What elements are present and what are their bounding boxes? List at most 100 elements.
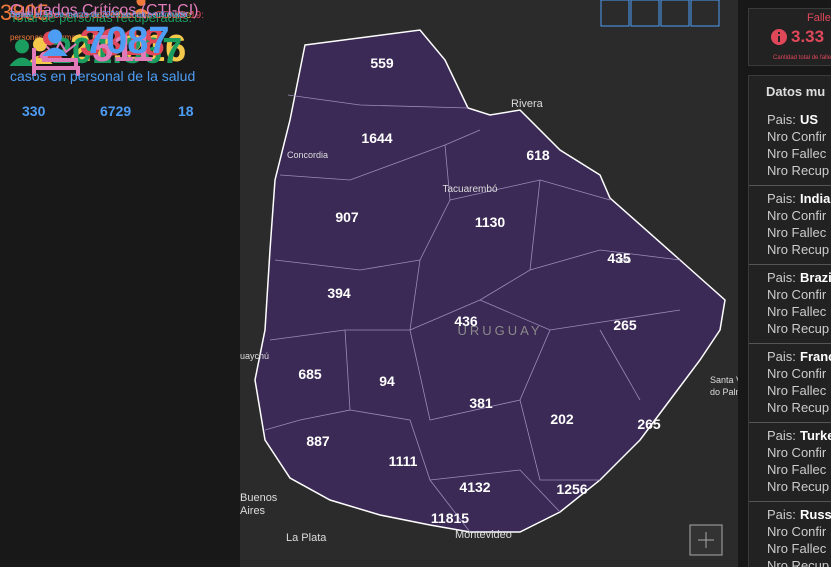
death-title: Falle <box>807 12 831 24</box>
stat-title: Total de personas con infección en curso… <box>10 10 194 21</box>
country-stat: Nro Fallec <box>767 462 827 477</box>
department-count: 381 <box>469 395 493 411</box>
place-label: URUGUAY <box>457 323 542 338</box>
person-icon <box>42 29 68 56</box>
right-column: Falle 3.33 Cantidad total de falle Datos mu… <box>748 0 831 567</box>
place-label: Tacuarembó <box>442 184 497 195</box>
department-count: 265 <box>637 416 661 432</box>
department-count: 559 <box>370 55 394 71</box>
place-label: Concordia <box>287 150 328 160</box>
department-borders <box>264 94 681 533</box>
separator <box>749 501 831 502</box>
country-stat: Nro Confir <box>767 445 827 460</box>
country-stat: Nro Fallec <box>767 383 827 398</box>
country-stat: Nro Fallec <box>767 225 827 240</box>
stat-title: Cuidados Críticos (CTI-CI) <box>10 2 199 19</box>
country-name: Franc <box>800 349 831 364</box>
footer-value: 6729 <box>100 103 132 119</box>
department-count: 436 <box>454 313 478 329</box>
country-label: Pais: <box>767 349 796 364</box>
stat-title: Total de personas recuperadas: <box>10 10 193 25</box>
department-count: 94 <box>379 373 395 389</box>
stat-value: 3805 <box>0 0 49 25</box>
stat-title: Desde el 13 de marzo de 2020 se han conf… <box>10 10 188 19</box>
stat-value: 27.216 <box>70 28 187 70</box>
home-button[interactable] <box>600 0 630 27</box>
department-count: 202 <box>550 411 574 427</box>
person-icon <box>9 39 35 66</box>
map-svg: Rivera Concordia Tacuarembó URUGUAY Santa Vi… <box>240 0 738 556</box>
country-stat: Nro Recup <box>767 558 830 567</box>
country-stat: Nro Confir <box>767 208 827 223</box>
country-name: Turke <box>800 428 831 443</box>
country-stat: Nro Recup <box>767 400 830 415</box>
place-label: Montevideo <box>455 529 512 541</box>
country-name: US <box>800 112 819 127</box>
zoom-in[interactable] <box>689 524 723 556</box>
stat-value: 3318 <box>80 22 165 64</box>
country-stat: Nro Fallec <box>767 146 827 161</box>
country-label: Pais: <box>767 112 796 127</box>
stat-card: Desde el 13 de marzo de 2020 se han conf… <box>0 10 831 534</box>
stat-value: 511 <box>92 28 154 70</box>
country-name: India <box>800 191 831 206</box>
info-icon <box>771 29 787 45</box>
department-count: 1130 <box>475 214 506 230</box>
footer-value: 18 <box>178 103 194 119</box>
separator <box>749 264 831 265</box>
stat-card: Cuidados Críticos (CTI-CI) 511 <box>0 2 831 414</box>
country-label: Pais: <box>767 507 796 522</box>
country-stat: Nro Confir <box>767 129 827 144</box>
panel-title: Datos mu <box>766 84 826 99</box>
country-stat: Nro Recup <box>767 242 830 257</box>
country-stat: Nro Recup <box>767 321 830 336</box>
department-count: 265 <box>613 317 637 333</box>
country-stat: Nro Confir <box>767 287 827 302</box>
department-count: 1256 <box>556 481 587 497</box>
place-label: La Plata <box>286 532 327 544</box>
country-label: Pais: <box>767 191 796 206</box>
country-label: Pais: <box>767 270 796 285</box>
department-count: 907 <box>335 209 359 225</box>
country-panel: Datos mu Pais: US Nro Confir Nro Fallec Nro R… <box>748 75 831 567</box>
place-label: do Palmar <box>710 387 738 397</box>
department-count: 394 <box>327 285 351 301</box>
department-count: 618 <box>526 147 550 163</box>
separator <box>749 185 831 186</box>
country-stat: Nro Fallec <box>767 541 827 556</box>
layers-button[interactable] <box>660 0 690 27</box>
death-caption: Cantidad total de falle <box>773 55 831 61</box>
department-count: 1111 <box>389 453 418 469</box>
person-icon <box>132 0 150 14</box>
list-button[interactable] <box>630 0 660 27</box>
stat-value: 201.367 <box>52 30 183 71</box>
separator <box>749 422 831 423</box>
footer-value: 330 <box>22 103 46 119</box>
place-label: Buenos <box>240 492 278 504</box>
country-stat: Nro Recup <box>767 479 830 494</box>
country-shape <box>254 29 726 533</box>
country-stat: Nro Confir <box>767 524 827 539</box>
death-value: 3.33 <box>791 27 825 46</box>
country-name: Brazi <box>800 270 831 285</box>
country-stat: Nro Recup <box>767 163 830 178</box>
left-column: 3805 personas confirmadas Total de persona… <box>0 0 831 534</box>
place-label: relo <box>616 255 631 265</box>
place-label: Santa Vitória <box>710 375 738 385</box>
map[interactable]: Rivera Concordia Tacuarembó URUGUAY Santa Vi… <box>240 0 738 567</box>
stat-title: Total de personas fallecidas con COVID-1… <box>10 10 204 21</box>
stat-card: Total de personas recuperadas: 201.367 <box>0 10 831 242</box>
department-count: 887 <box>306 433 330 449</box>
place-label: uaychú <box>240 351 269 361</box>
stat-caption: casos en personal de la salud <box>10 68 196 84</box>
stat-value: 7087 <box>85 20 170 62</box>
death-card: Falle 3.33 Cantidad total de falle <box>748 8 831 66</box>
department-count: 4132 <box>459 479 490 495</box>
department-count: 1644 <box>361 130 392 146</box>
toolbar <box>600 0 720 27</box>
department-count: 435 <box>607 250 631 266</box>
place-label: Rivera <box>511 98 544 110</box>
place-label: Aires <box>240 505 266 517</box>
qr-button[interactable] <box>690 0 720 27</box>
